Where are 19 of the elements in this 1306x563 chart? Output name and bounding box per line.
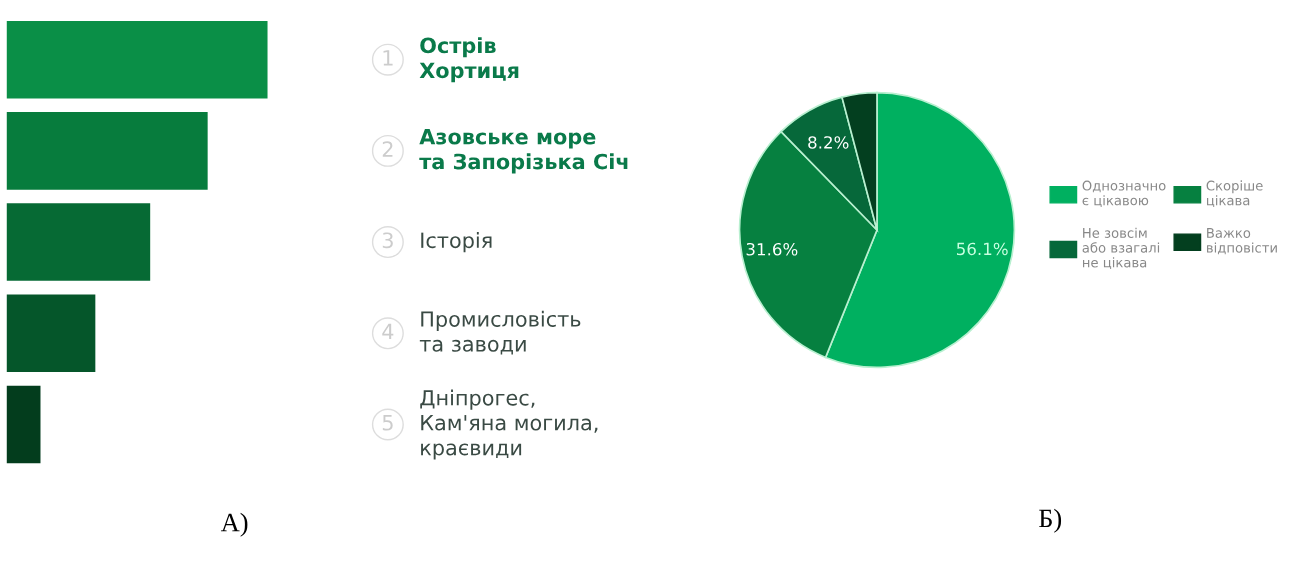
legend-label: Однозначно є цікавою	[1082, 180, 1166, 207]
y-tick-label: Промисловість та заводи	[419, 310, 581, 355]
bar	[6, 385, 41, 464]
legend-label: Скоріше цікава	[1206, 180, 1263, 207]
legend-label: Не зовсім або взагалі не цікава	[1082, 227, 1160, 270]
data-label: 8.2%	[808, 136, 849, 149]
bar	[6, 20, 268, 99]
data-label: 31.6%	[746, 242, 798, 256]
y-tick-label: Азовське море та Запорізька Січ	[419, 128, 628, 174]
text: Б)	[1039, 508, 1062, 533]
bar	[6, 294, 96, 373]
bar	[6, 203, 151, 281]
y-tick-label: Історія	[421, 232, 492, 253]
data-label: 56.1%	[957, 242, 1008, 256]
legend-label: Важко відповісти	[1207, 228, 1277, 255]
y-tick-label: Дніпрогес, Кам'яна могила, краєвиди	[420, 389, 598, 460]
text: А)	[220, 512, 248, 537]
bar	[6, 112, 208, 190]
y-tick-label: Острів Хортиця	[419, 37, 519, 83]
